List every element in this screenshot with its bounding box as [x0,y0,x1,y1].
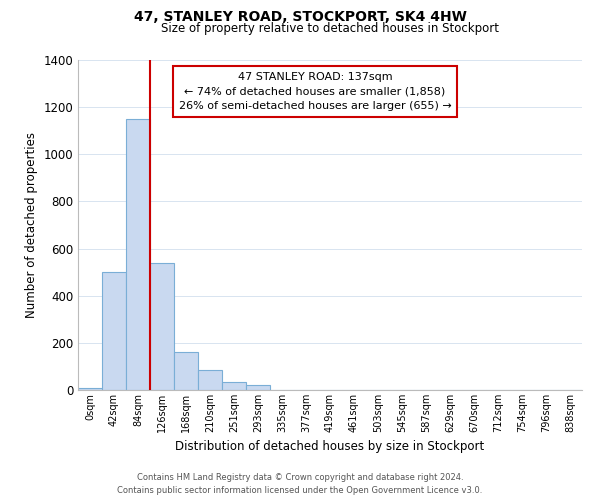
Bar [78,388,102,390]
Bar [174,352,198,390]
Bar [222,382,246,390]
Bar [150,262,174,390]
Bar [102,272,126,390]
Text: Contains HM Land Registry data © Crown copyright and database right 2024.
Contai: Contains HM Land Registry data © Crown c… [118,474,482,495]
Bar [246,386,270,390]
Title: Size of property relative to detached houses in Stockport: Size of property relative to detached ho… [161,22,499,35]
X-axis label: Distribution of detached houses by size in Stockport: Distribution of detached houses by size … [175,440,485,454]
Bar [198,370,222,390]
Bar [126,119,150,390]
Y-axis label: Number of detached properties: Number of detached properties [25,132,38,318]
Text: 47 STANLEY ROAD: 137sqm
← 74% of detached houses are smaller (1,858)
26% of semi: 47 STANLEY ROAD: 137sqm ← 74% of detache… [179,72,451,111]
Text: 47, STANLEY ROAD, STOCKPORT, SK4 4HW: 47, STANLEY ROAD, STOCKPORT, SK4 4HW [134,10,466,24]
